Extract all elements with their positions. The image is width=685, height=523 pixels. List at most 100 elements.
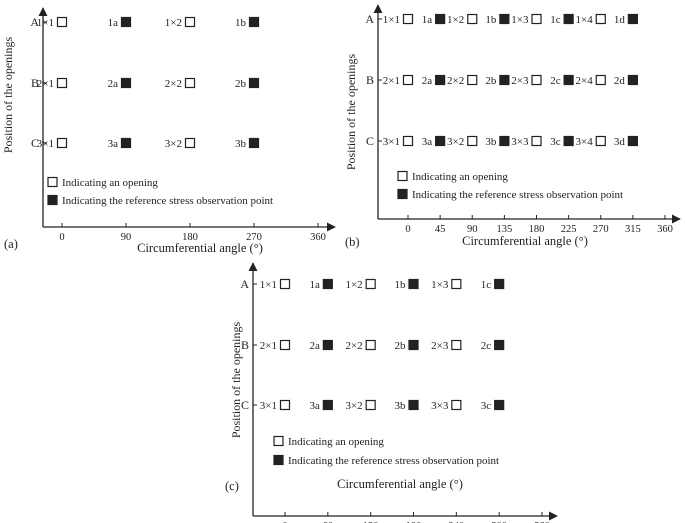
opening-marker <box>467 74 478 86</box>
point-label: 3b <box>395 400 407 412</box>
opening-marker <box>56 137 68 149</box>
x-axis-title: Circumferential angle (°) <box>137 241 263 255</box>
point-label: 3b <box>485 136 497 148</box>
point-label: 2c <box>481 340 492 352</box>
x-tick-label: 90 <box>121 232 132 243</box>
opening-marker <box>365 399 376 411</box>
x-tick-label: 90 <box>467 224 478 235</box>
x-tick-label: 270 <box>593 224 609 235</box>
reference-point-marker <box>499 13 510 25</box>
panel-a: 0 90 180 270 360 A B C 1×1 1a 1×2 1b 2×1 2a 2×2 2b 3×1 3a… <box>1 7 336 255</box>
x-tick-label: 60 <box>323 521 334 523</box>
x-tick-label: 120 <box>363 521 379 523</box>
point-label: 3b <box>235 138 247 150</box>
x-tick-label: 360 <box>534 521 550 523</box>
legend-reference-marker <box>273 454 284 466</box>
x-tick-label: 360 <box>310 232 326 243</box>
y-axis-title: Position of the openings <box>229 322 243 439</box>
opening-marker <box>402 74 414 86</box>
point-label: 2×1 <box>37 78 54 90</box>
reference-point-marker <box>120 77 132 89</box>
y-axis-title: Position of the openings <box>1 37 15 154</box>
point-label: 3×3 <box>511 136 529 148</box>
row-label-C: C <box>241 398 249 412</box>
reference-point-marker <box>322 339 333 351</box>
point-label: 2×2 <box>447 75 464 87</box>
opening-marker <box>531 135 542 147</box>
opening-marker <box>56 16 68 28</box>
point-label: 2×3 <box>511 75 529 87</box>
point-label: 1×2 <box>345 279 362 291</box>
opening-marker <box>184 77 196 89</box>
point-label: 1×1 <box>383 14 400 26</box>
x-tick-label: 360 <box>657 224 673 235</box>
x-tick-label: 0 <box>405 224 410 235</box>
row-label-B: B <box>366 73 374 87</box>
point-label: 1a <box>422 14 433 26</box>
point-label: 2×2 <box>165 78 182 90</box>
reference-point-marker <box>435 135 446 147</box>
opening-marker <box>402 13 414 25</box>
opening-marker <box>279 339 291 351</box>
point-label: 2×1 <box>260 340 277 352</box>
x-tick-label: 180 <box>529 224 545 235</box>
x-tick-label: 45 <box>435 224 446 235</box>
point-label: 2b <box>395 340 407 352</box>
point-label: 3×2 <box>345 400 362 412</box>
reference-point-marker <box>563 74 574 86</box>
legend-opening-marker <box>273 435 284 447</box>
opening-marker <box>402 135 414 147</box>
legend-reference-marker <box>397 188 408 200</box>
x-tick-label: 270 <box>246 232 262 243</box>
opening-marker <box>531 74 542 86</box>
x-tick-label: 0 <box>282 521 287 523</box>
panel-b: 0 45 90 135 180 225 270 315 360 A B C 1×1 1a 1×2 1b 1×3 1… <box>344 4 681 249</box>
legend-reference-marker <box>47 194 58 206</box>
point-label: 3×2 <box>447 136 464 148</box>
x-tick-label: 180 <box>182 232 198 243</box>
opening-marker <box>365 278 376 290</box>
opening-marker <box>531 13 542 25</box>
row-label-C: C <box>31 136 39 150</box>
x-axis-title: Circumferential angle (°) <box>337 477 463 491</box>
point-label: 1×2 <box>447 14 464 26</box>
legend-reference-text: Indicating the reference stress observat… <box>62 195 273 207</box>
opening-marker <box>595 135 606 147</box>
point-label: 3d <box>614 136 626 148</box>
point-label: 1d <box>614 14 626 26</box>
panel-label: (a) <box>4 237 18 251</box>
opening-marker <box>451 339 462 351</box>
point-label: 2c <box>550 75 561 87</box>
point-label: 2×2 <box>345 340 362 352</box>
legend-opening-marker <box>47 176 58 188</box>
opening-marker <box>279 399 291 411</box>
point-label: 2b <box>235 78 247 90</box>
x-tick-label: 315 <box>625 224 641 235</box>
y-axis-title: Position of the openings <box>344 54 358 171</box>
legend-opening-text: Indicating an opening <box>288 436 384 448</box>
point-label: 3×2 <box>165 138 182 150</box>
opening-marker <box>467 135 478 147</box>
opening-marker <box>595 13 606 25</box>
point-label: 2×4 <box>576 75 594 87</box>
point-label: 3a <box>422 136 433 148</box>
legend-reference-text: Indicating the reference stress observat… <box>288 455 499 467</box>
opening-marker <box>451 278 462 290</box>
point-label: 1c <box>550 14 561 26</box>
point-label: 2b <box>485 75 497 87</box>
reference-point-marker <box>627 74 638 86</box>
panel-c: 0 60 120 180 240 300 360 A B C 1×1 1a 1×2 1b 1×3 1c 2×1 2… <box>225 262 558 523</box>
point-label: 1×1 <box>37 17 54 29</box>
legend-opening-text: Indicating an opening <box>62 177 158 189</box>
opening-marker <box>184 16 196 28</box>
point-label: 1×4 <box>576 14 594 26</box>
row-label-C: C <box>366 134 374 148</box>
opening-marker <box>451 399 462 411</box>
x-tick-label: 180 <box>406 521 422 523</box>
opening-marker <box>56 77 68 89</box>
point-label: 1×2 <box>165 17 182 29</box>
point-label: 2a <box>309 340 320 352</box>
point-label: 3×1 <box>37 138 54 150</box>
point-label: 1b <box>235 17 247 29</box>
